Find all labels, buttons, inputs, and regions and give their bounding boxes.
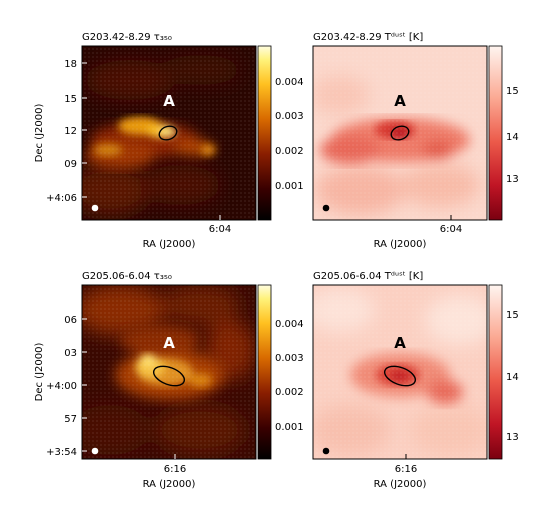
colorbar <box>258 285 271 459</box>
tdust-map-image <box>313 285 487 459</box>
y-tick-label: 57 <box>64 414 77 425</box>
plot-frame <box>312 45 488 221</box>
colorbar-tick: 0.001 <box>275 181 304 192</box>
source-ellipse <box>158 125 178 141</box>
source-label: A <box>163 334 175 352</box>
source-label: A <box>394 334 406 352</box>
colorbar-tick: 0.003 <box>275 353 304 364</box>
colorbar <box>489 285 502 459</box>
y-tick-label: 15 <box>64 94 77 105</box>
colorbar-tick: 13 <box>506 432 519 443</box>
colorbar-tick: 0.004 <box>275 77 304 88</box>
colorbar-tick: 0.003 <box>275 111 304 122</box>
x-axis-label: RA (J2000) <box>143 239 196 250</box>
y-axis-label: Dec (J2000) <box>34 104 45 163</box>
y-tick-label: +4:06 <box>46 193 77 204</box>
panel-title: G203.42-8.29 τ₃₅₀ <box>82 32 172 43</box>
colorbar-tick: 0.002 <box>275 387 304 398</box>
y-tick-label: +4:00 <box>46 381 77 392</box>
x-axis-label: RA (J2000) <box>143 479 196 490</box>
tdust-map-image <box>313 46 487 220</box>
plot-frame <box>312 284 488 460</box>
beam-marker <box>91 204 99 212</box>
x-axis-label: RA (J2000) <box>374 239 427 250</box>
panel-title: G205.06-6.04 Tᵈᵘˢᵗ [K] <box>313 271 423 282</box>
tau-map-image <box>82 46 256 220</box>
colorbar-tick: 13 <box>506 174 519 185</box>
source-ellipse <box>390 125 410 141</box>
beam-marker <box>322 204 330 212</box>
y-axis-label: Dec (J2000) <box>34 343 45 402</box>
y-tick-label: 06 <box>64 315 77 326</box>
colorbar <box>258 46 271 220</box>
x-tick-label: 6:16 <box>395 464 417 475</box>
y-tick-label: 12 <box>64 126 77 137</box>
source-label: A <box>394 92 406 110</box>
panel-tdust-g205: G205.06-6.04 Tᵈᵘˢᵗ [K] A <box>312 271 519 490</box>
colorbar-tick: 0.002 <box>275 146 304 157</box>
panel-title: G203.42-8.29 Tᵈᵘˢᵗ [K] <box>313 32 423 43</box>
x-tick-label: 6:04 <box>440 224 462 235</box>
y-tick-label: 09 <box>64 159 77 170</box>
y-tick-label: 03 <box>64 348 77 359</box>
panel-tdust-g203: G203.42-8.29 Tᵈᵘˢᵗ [K] A <box>312 32 519 250</box>
x-axis-label: RA (J2000) <box>374 479 427 490</box>
panel-title: G205.06-6.04 τ₃₅₀ <box>82 271 172 282</box>
panel-tau-g205: G205.06-6.04 τ₃₅₀ A <box>34 271 304 490</box>
beam-marker <box>91 447 99 455</box>
panel-tau-g203: G203.42-8.29 τ₃₅₀ <box>34 32 304 250</box>
colorbar <box>489 46 502 220</box>
colorbar-tick: 15 <box>506 310 519 321</box>
y-tick-label: 18 <box>64 59 77 70</box>
plot-frame <box>81 284 257 460</box>
x-tick-label: 6:04 <box>209 224 231 235</box>
plot-frame <box>81 45 257 221</box>
colorbar-tick: 0.001 <box>275 422 304 433</box>
colorbar-tick: 14 <box>506 132 519 143</box>
beam-marker <box>322 447 330 455</box>
tau-map-image <box>82 285 256 459</box>
colorbar-tick: 0.004 <box>275 319 304 330</box>
colorbar-tick: 14 <box>506 372 519 383</box>
y-tick-label: +3:54 <box>46 447 77 458</box>
colorbar-tick: 15 <box>506 86 519 97</box>
source-ellipse <box>383 365 417 387</box>
x-tick-label: 6:16 <box>164 464 186 475</box>
source-ellipse <box>152 365 186 387</box>
source-label: A <box>163 92 175 110</box>
